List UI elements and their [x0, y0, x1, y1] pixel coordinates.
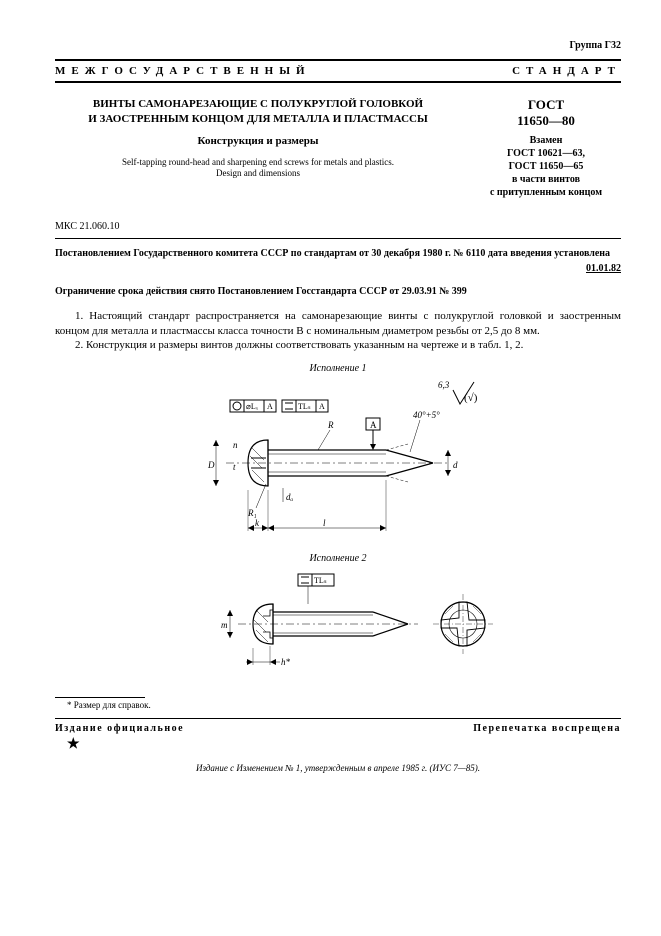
footnote: * Размер для справок. [67, 700, 621, 710]
gost-label: ГОСТ [471, 97, 621, 113]
page: Группа Г32 МЕЖГОСУДАРСТВЕННЫЙ СТАНДАРТ В… [0, 0, 661, 936]
mks-code: МКС 21.060.10 [55, 221, 621, 232]
gd-a1: A [267, 402, 273, 411]
gost-number: 11650—80 [471, 113, 621, 129]
date-intro: 01.01.82 [55, 263, 621, 274]
gd-tls: TLₛ [298, 402, 311, 411]
roughness-val: 6,3 [438, 380, 450, 390]
datum-a-text: A [370, 420, 377, 430]
fig1-caption: Исполнение 1 [55, 363, 621, 374]
dim-h: h* [246, 646, 291, 667]
r1-label: R₁ [247, 508, 257, 518]
replaces: Взамен ГОСТ 10621—63, ГОСТ 11650—65 в ча… [471, 134, 621, 199]
screw-shaft [226, 444, 448, 482]
title-en-1: Self-tapping round-head and sharpening e… [55, 157, 461, 169]
decree: Постановлением Государственного комитета… [55, 247, 621, 261]
t-label: t [233, 462, 236, 472]
h-label: h* [281, 657, 291, 667]
fig2-endview [433, 594, 493, 654]
standard-banner: МЕЖГОСУДАРСТВЕННЫЙ СТАНДАРТ [55, 59, 621, 83]
footer: Издание официальное Перепечатка воспреще… [55, 718, 621, 734]
rep5: с притупленным концом [471, 186, 621, 199]
title-en-2: Design and dimensions [55, 168, 461, 180]
fig2-svg: TLₛ [168, 568, 508, 678]
rep1: Взамен [471, 134, 621, 147]
rep2: ГОСТ 10621—63, [471, 147, 621, 160]
dim-l: l [268, 480, 386, 531]
checkmark-icon: (√) [464, 392, 478, 404]
amendment: Издание с Изменением № 1, утвержденным в… [55, 763, 621, 773]
para-1: 1. Настоящий стандарт распространяется н… [55, 309, 621, 339]
banner-right: СТАНДАРТ [512, 65, 621, 77]
title-ru: ВИНТЫ САМОНАРЕЗАЮЩИЕ С ПОЛУКРУГЛОЙ ГОЛОВ… [55, 97, 461, 127]
fig2: TLₛ [55, 568, 621, 683]
footer-left: Издание официальное [55, 723, 184, 734]
gdtf-frames: ⌀Lₓ A TLₛ A [230, 400, 328, 412]
d-label: d [453, 460, 458, 470]
r-label: R [327, 420, 334, 430]
footer-right: Перепечатка воспрещена [473, 723, 621, 734]
m-label: m [221, 620, 228, 630]
fig1-svg: 6,3 (√) ⌀Lₓ A TLₛ A A [148, 378, 528, 538]
star-icon: ★ [67, 736, 621, 753]
title-line1: ВИНТЫ САМОНАРЕЗАЮЩИЕ С ПОЛУКРУГЛОЙ ГОЛОВ… [55, 97, 461, 112]
fig2-caption: Исполнение 2 [55, 553, 621, 564]
footnote-rule [55, 697, 145, 698]
title-en: Self-tapping round-head and sharpening e… [55, 157, 461, 180]
angle-label: 40°+5° [413, 410, 440, 420]
fig2-shaft [238, 612, 418, 636]
dim-D: D [207, 440, 219, 486]
da-label: dₐ [286, 492, 294, 502]
group-tag: Группа Г32 [55, 40, 621, 51]
D-label: D [207, 460, 215, 470]
decree2: Ограничение срока действия снято Постано… [55, 286, 621, 297]
header-block: ВИНТЫ САМОНАРЕЗАЮЩИЕ С ПОЛУКРУГЛОЙ ГОЛОВ… [55, 97, 621, 199]
rep3: ГОСТ 11650—65 [471, 160, 621, 173]
header-right: ГОСТ 11650—80 Взамен ГОСТ 10621—63, ГОСТ… [471, 97, 621, 199]
l-label: l [323, 518, 326, 528]
fig1: 6,3 (√) ⌀Lₓ A TLₛ A A [55, 378, 621, 543]
datum-a: A [366, 418, 380, 450]
para-2: 2. Конструкция и размеры винтов должны с… [55, 338, 621, 353]
banner-left: МЕЖГОСУДАРСТВЕННЫЙ [55, 65, 311, 77]
dim-m: m [221, 610, 233, 638]
header-left: ВИНТЫ САМОНАРЕЗАЮЩИЕ С ПОЛУКРУГЛОЙ ГОЛОВ… [55, 97, 471, 199]
fig2-gdtf: TLₛ [298, 574, 334, 604]
roughness-icon: 6,3 (√) [438, 380, 478, 404]
rep4: в части винтов [471, 173, 621, 186]
title-line2: И ЗАОСТРЕННЫМ КОНЦОМ ДЛЯ МЕТАЛЛА И ПЛАСТ… [55, 112, 461, 127]
n-label: n [233, 440, 238, 450]
subtitle-ru: Конструкция и размеры [55, 135, 461, 147]
fig2-tls: TLₛ [314, 576, 327, 585]
gd-phi: ⌀Lₓ [246, 402, 259, 411]
k-label: k [255, 518, 260, 528]
dim-da: dₐ [283, 488, 294, 502]
body-text: 1. Настоящий стандарт распространяется н… [55, 309, 621, 354]
gd-a2: A [319, 402, 325, 411]
rule-1 [55, 238, 621, 239]
